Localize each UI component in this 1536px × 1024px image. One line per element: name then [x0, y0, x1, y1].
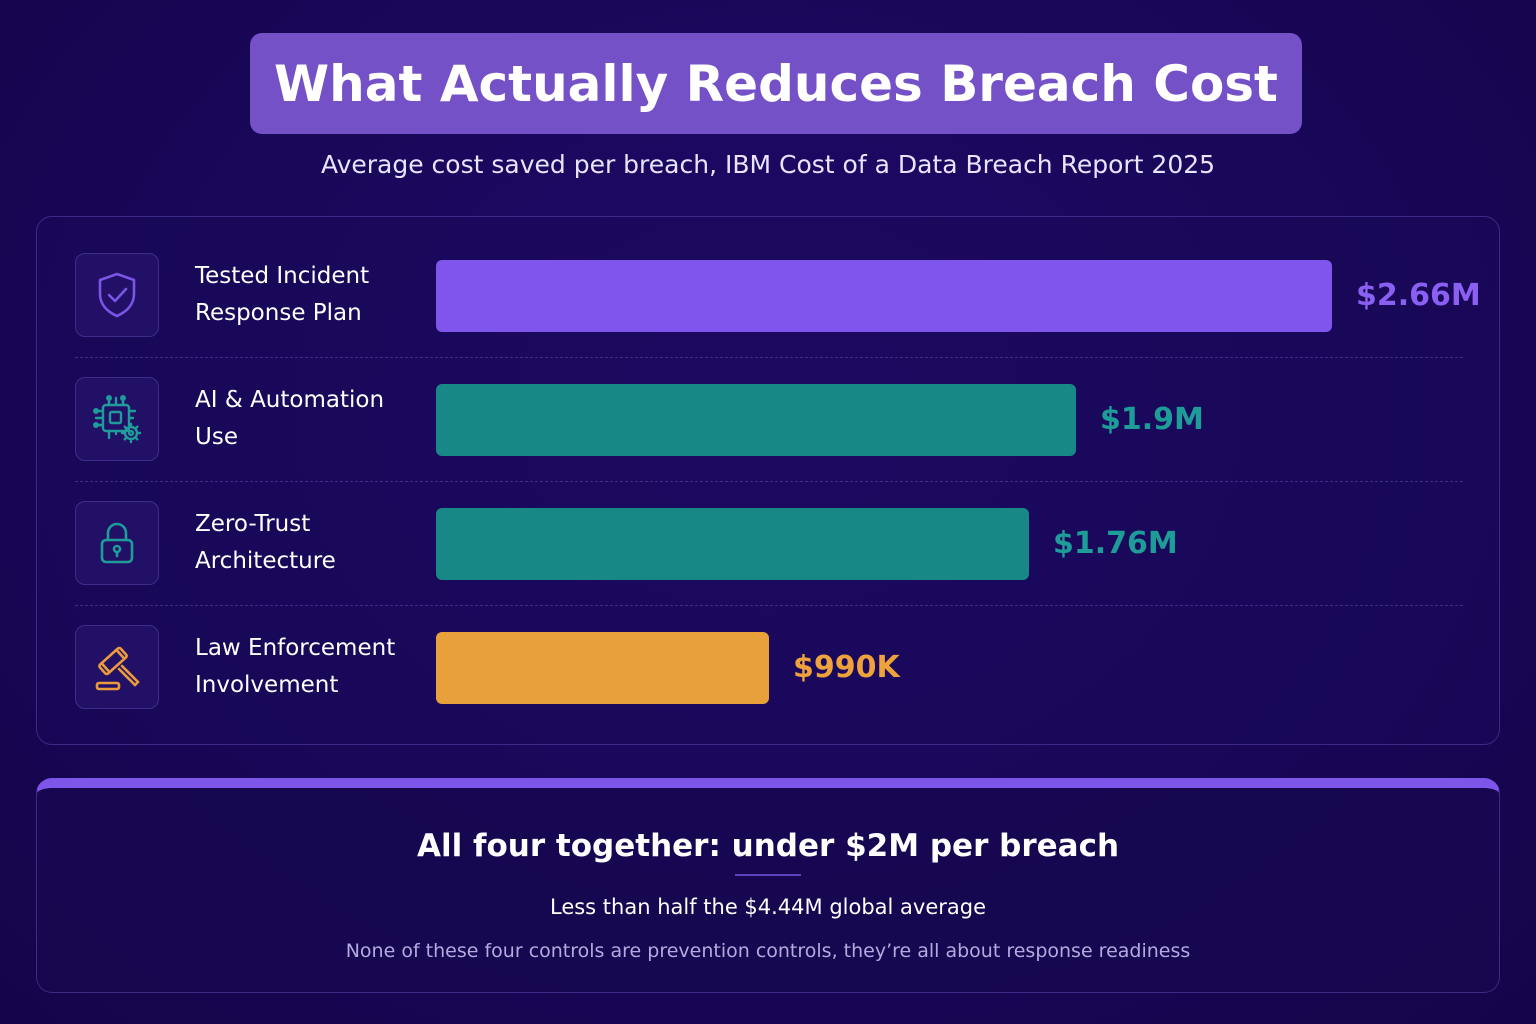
bar	[436, 384, 1076, 456]
summary-divider	[735, 874, 801, 876]
bar-category-label-line: Response Plan	[195, 300, 362, 326]
bar-category-label-line: Tested Incident	[195, 263, 370, 289]
bar-category-label: Tested Incident Response Plan	[195, 258, 425, 332]
bar-category-label-line: Use	[195, 424, 238, 450]
row-divider	[75, 605, 1463, 606]
shield-check-icon	[75, 253, 159, 337]
gavel-icon	[75, 625, 159, 709]
bar-category-label: AI & Automation Use	[195, 382, 425, 456]
summary-subline: Less than half the $4.44M global average	[549, 895, 987, 919]
bar-category-label-line: Zero-Trust	[195, 511, 311, 537]
bar	[436, 260, 1332, 332]
page-title: What Actually Reduces Breach Cost	[274, 54, 1278, 113]
bar-category-label: Zero-Trust Architecture	[195, 506, 425, 580]
bar-value-label: $990K	[793, 650, 900, 685]
chip-gear-icon	[75, 377, 159, 461]
bar	[436, 632, 769, 704]
row-divider	[75, 481, 1463, 482]
bar-category-label-line: AI & Automation	[195, 387, 385, 413]
summary-panel: All four together: under $2M per breach …	[36, 778, 1500, 993]
row-divider	[75, 357, 1463, 358]
padlock-icon	[75, 501, 159, 585]
bar-category-label-line: Law Enforcement	[195, 635, 396, 661]
title-banner: What Actually Reduces Breach Cost	[250, 33, 1302, 134]
page-subtitle: Average cost saved per breach, IBM Cost …	[320, 150, 1216, 179]
bar	[436, 508, 1029, 580]
bar-value-label: $2.66M	[1356, 278, 1481, 313]
bar-chart-panel: Tested Incident Response Plan $2.66M AI & …	[36, 216, 1500, 745]
bar-category-label-line: Architecture	[195, 548, 336, 574]
summary-note: None of these four controls are preventi…	[345, 940, 1191, 962]
bar-value-label: $1.76M	[1053, 526, 1178, 561]
summary-headline: All four together: under $2M per breach	[416, 828, 1120, 864]
bar-category-label-line: Involvement	[195, 672, 339, 698]
bar-value-label: $1.9M	[1100, 402, 1204, 437]
bar-category-label: Law Enforcement Involvement	[195, 630, 425, 704]
